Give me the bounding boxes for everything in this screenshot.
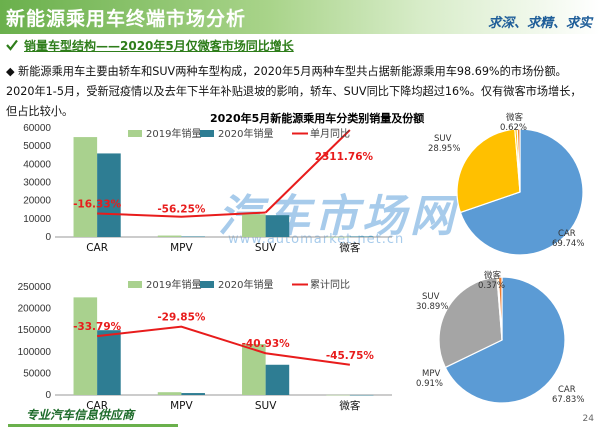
y-tick-label: 250000: [18, 282, 52, 293]
growth-data-label: -16.33%: [73, 199, 122, 211]
y-tick-label: 0: [45, 390, 51, 401]
x-category-label: MPV: [170, 400, 193, 412]
growth-data-label: -29.85%: [157, 312, 206, 324]
pie-label-percent: 28.95%: [428, 144, 460, 154]
x-category-label: SUV: [255, 242, 277, 254]
pie-label-category: 微客: [506, 112, 524, 123]
bar-2020-3: [349, 394, 374, 396]
page-title: 新能源乘用车终端市场分析: [6, 8, 247, 30]
legend-swatch: [128, 281, 142, 288]
legend-label: 2019年销量: [146, 127, 201, 140]
bar-2019-0: [73, 297, 98, 395]
slogan: 求深、求精、求实: [487, 16, 592, 31]
pie-label-percent: 0.62%: [500, 123, 527, 133]
legend-swatch: [200, 130, 214, 137]
y-tick-label: 150000: [18, 325, 52, 336]
bar-2020-2: [265, 215, 290, 237]
growth-data-label: -33.79%: [73, 321, 122, 333]
pie-slice-CAR: [459, 128, 584, 256]
growth-line: [97, 211, 266, 218]
x-category-label: SUV: [255, 400, 277, 412]
bar-2019-1: [157, 235, 182, 237]
bar-2020-3: [349, 236, 374, 237]
y-tick-label: 200000: [18, 304, 52, 315]
pie-label-category: CAR: [558, 229, 576, 239]
pie-slice-SUV: [456, 128, 521, 214]
pie-label-percent: 67.83%: [552, 395, 584, 405]
y-tick-label: 30000: [23, 178, 51, 189]
pie-label-category: 微客: [484, 270, 502, 281]
x-category-label: MPV: [170, 242, 193, 254]
bar-2020-0: [97, 153, 121, 237]
page-number: 24: [582, 414, 594, 424]
growth-line-spike: [264, 129, 351, 214]
footer-tagline: 专业汽车信息供应商: [26, 408, 135, 422]
footer-divider: [8, 424, 178, 427]
legend-swatch: [128, 130, 142, 137]
y-tick-label: 100000: [18, 347, 52, 358]
pie-label-percent: 0.37%: [478, 281, 505, 291]
pie-slice-SUV: [438, 276, 503, 369]
y-tick-label: 40000: [23, 159, 51, 170]
y-tick-label: 60000: [23, 123, 51, 134]
pie-label-percent: 30.89%: [416, 302, 448, 312]
bar-2020-0: [97, 330, 121, 395]
y-tick-label: 10000: [23, 214, 51, 225]
legend-label: 2020年销量: [218, 278, 273, 291]
diamond-bullet-icon: ◆: [6, 65, 15, 78]
pie-label-category: SUV: [434, 134, 452, 144]
section-subtitle-row: 销量车型结构——2020年5月仅微客市场同比增长: [6, 36, 294, 54]
y-tick-label: 50000: [23, 368, 51, 379]
summary-text: 新能源乘用车主要由轿车和SUV两种车型构成，2020年5月两种车型共占据新能源乘…: [6, 65, 582, 118]
x-category-label: CAR: [86, 400, 108, 412]
legend-label: 累计同比: [310, 278, 350, 291]
pie-label-category: SUV: [422, 292, 440, 302]
legend-swatch: [200, 281, 214, 288]
pie-label-category: MPV: [422, 369, 440, 379]
pie-slice-MPV: [497, 276, 503, 341]
bar-2020-1: [181, 236, 205, 237]
y-tick-label: 50000: [23, 141, 51, 152]
bar-2019-0: [73, 137, 98, 237]
summary-paragraph: ◆ 新能源乘用车主要由轿车和SUV两种车型构成，2020年5月两种车型共占据新能源…: [6, 62, 588, 122]
header-bar: 新能源乘用车终端市场分析 求深、求精、求实: [0, 0, 600, 34]
growth-data-label: -56.25%: [157, 204, 206, 216]
section-subtitle: 销量车型结构——2020年5月仅微客市场同比增长: [24, 38, 294, 53]
x-category-label: 微客: [339, 399, 360, 412]
pie-label-percent: 0.91%: [416, 379, 443, 389]
legend-label: 2019年销量: [146, 278, 201, 291]
legend-label: 单月同比: [310, 128, 350, 140]
growth-data-label: -45.75%: [326, 350, 375, 362]
y-tick-label: 20000: [23, 196, 51, 207]
x-category-label: 微客: [339, 241, 360, 254]
pie-slice-CAR: [444, 276, 566, 404]
bar-2019-2: [242, 344, 266, 395]
checkmark-icon: [6, 39, 18, 51]
bar-2020-2: [265, 364, 290, 395]
bar-2019-2: [242, 214, 266, 237]
legend-label: 2020年销量: [218, 127, 273, 140]
growth-data-label: 2311.76%: [315, 151, 374, 163]
bar-2020-1: [181, 393, 205, 395]
bar-2019-3: [326, 236, 350, 238]
bar-2019-1: [157, 392, 182, 395]
growth-line: [97, 325, 351, 366]
pie-slice-MPV: [516, 128, 521, 193]
x-category-label: CAR: [86, 242, 108, 254]
y-tick-label: 0: [45, 232, 51, 243]
growth-data-label: -40.93%: [242, 338, 291, 350]
bar-2019-3: [326, 394, 350, 396]
chart-title: 2020年5月新能源乘用车分类别销量及份额: [210, 112, 425, 125]
pie-label-percent: 69.74%: [552, 239, 584, 249]
pie-label-category: CAR: [558, 385, 576, 395]
